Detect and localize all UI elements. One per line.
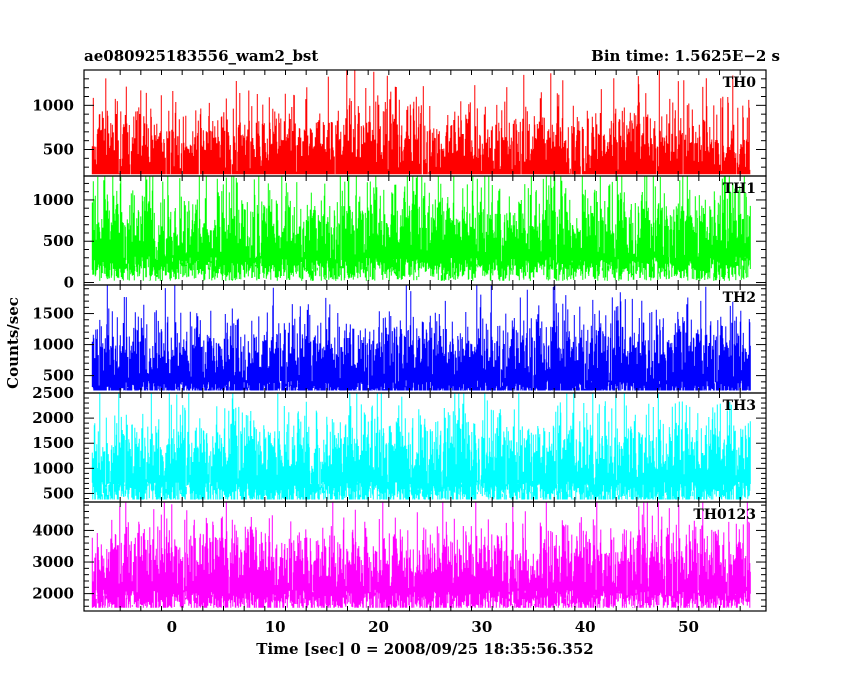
x-axis-title: Time [sec] 0 = 2008/09/25 18:35:56.352 [256, 640, 593, 658]
y-tick-label: 4000 [32, 521, 74, 539]
x-tick-label: 40 [575, 618, 596, 636]
y-tick-label: 1500 [32, 305, 74, 323]
bin-time-label: Bin time: 1.5625E−2 s [591, 47, 780, 65]
panels-group: 500 1000 TH0 0 500 1000 TH1 500 1000 1500 TH2 500 10… [32, 69, 767, 612]
y-tick-label: 1000 [32, 191, 74, 209]
panel-th0123: 2000 3000 4000 TH0123 [32, 501, 767, 612]
y-tick-label: 2500 [32, 384, 74, 402]
x-tick-label: 30 [471, 618, 492, 636]
panel-label-th3: TH3 [723, 398, 756, 414]
observation-id-title: ae080925183556_wam2_bst [84, 47, 318, 65]
x-tick-label: 10 [265, 618, 286, 636]
x-tick-label: 0 [167, 618, 177, 636]
y-tick-label: 500 [43, 367, 74, 385]
panel-label-th0: TH0 [723, 75, 757, 91]
panel-label-th0123: TH0123 [693, 507, 756, 523]
y-tick-label: 3000 [32, 553, 74, 571]
panel-label-th1: TH1 [723, 181, 756, 197]
y-tick-label: 2000 [32, 585, 74, 603]
y-tick-label: 500 [43, 484, 74, 502]
y-tick-label: 0 [64, 274, 74, 292]
x-tick-label: 50 [678, 618, 699, 636]
panel-th2: 500 1000 1500 TH2 [32, 284, 767, 394]
x-tick-label: 20 [368, 618, 389, 636]
y-tick-label: 1000 [32, 96, 74, 114]
series-th1 [91, 176, 751, 281]
panel-label-th2: TH2 [723, 290, 756, 306]
y-tick-label: 1000 [32, 459, 74, 477]
series-th3 [91, 393, 751, 500]
y-tick-label: 1500 [32, 434, 74, 452]
panel-frame [83, 501, 767, 612]
y-tick-label: 1000 [32, 336, 74, 354]
panel-th0: 500 1000 TH0 [32, 69, 767, 177]
y-tick-label: 500 [43, 232, 74, 250]
series-th0 [91, 70, 751, 175]
x-axis: 0 10 20 30 40 50 [167, 618, 699, 636]
y-tick-label: 500 [43, 141, 74, 159]
series-th2 [91, 285, 751, 391]
y-axis-title: Counts/sec [4, 297, 22, 389]
series-th0123 [91, 502, 751, 608]
y-tick-label: 2000 [32, 409, 74, 427]
